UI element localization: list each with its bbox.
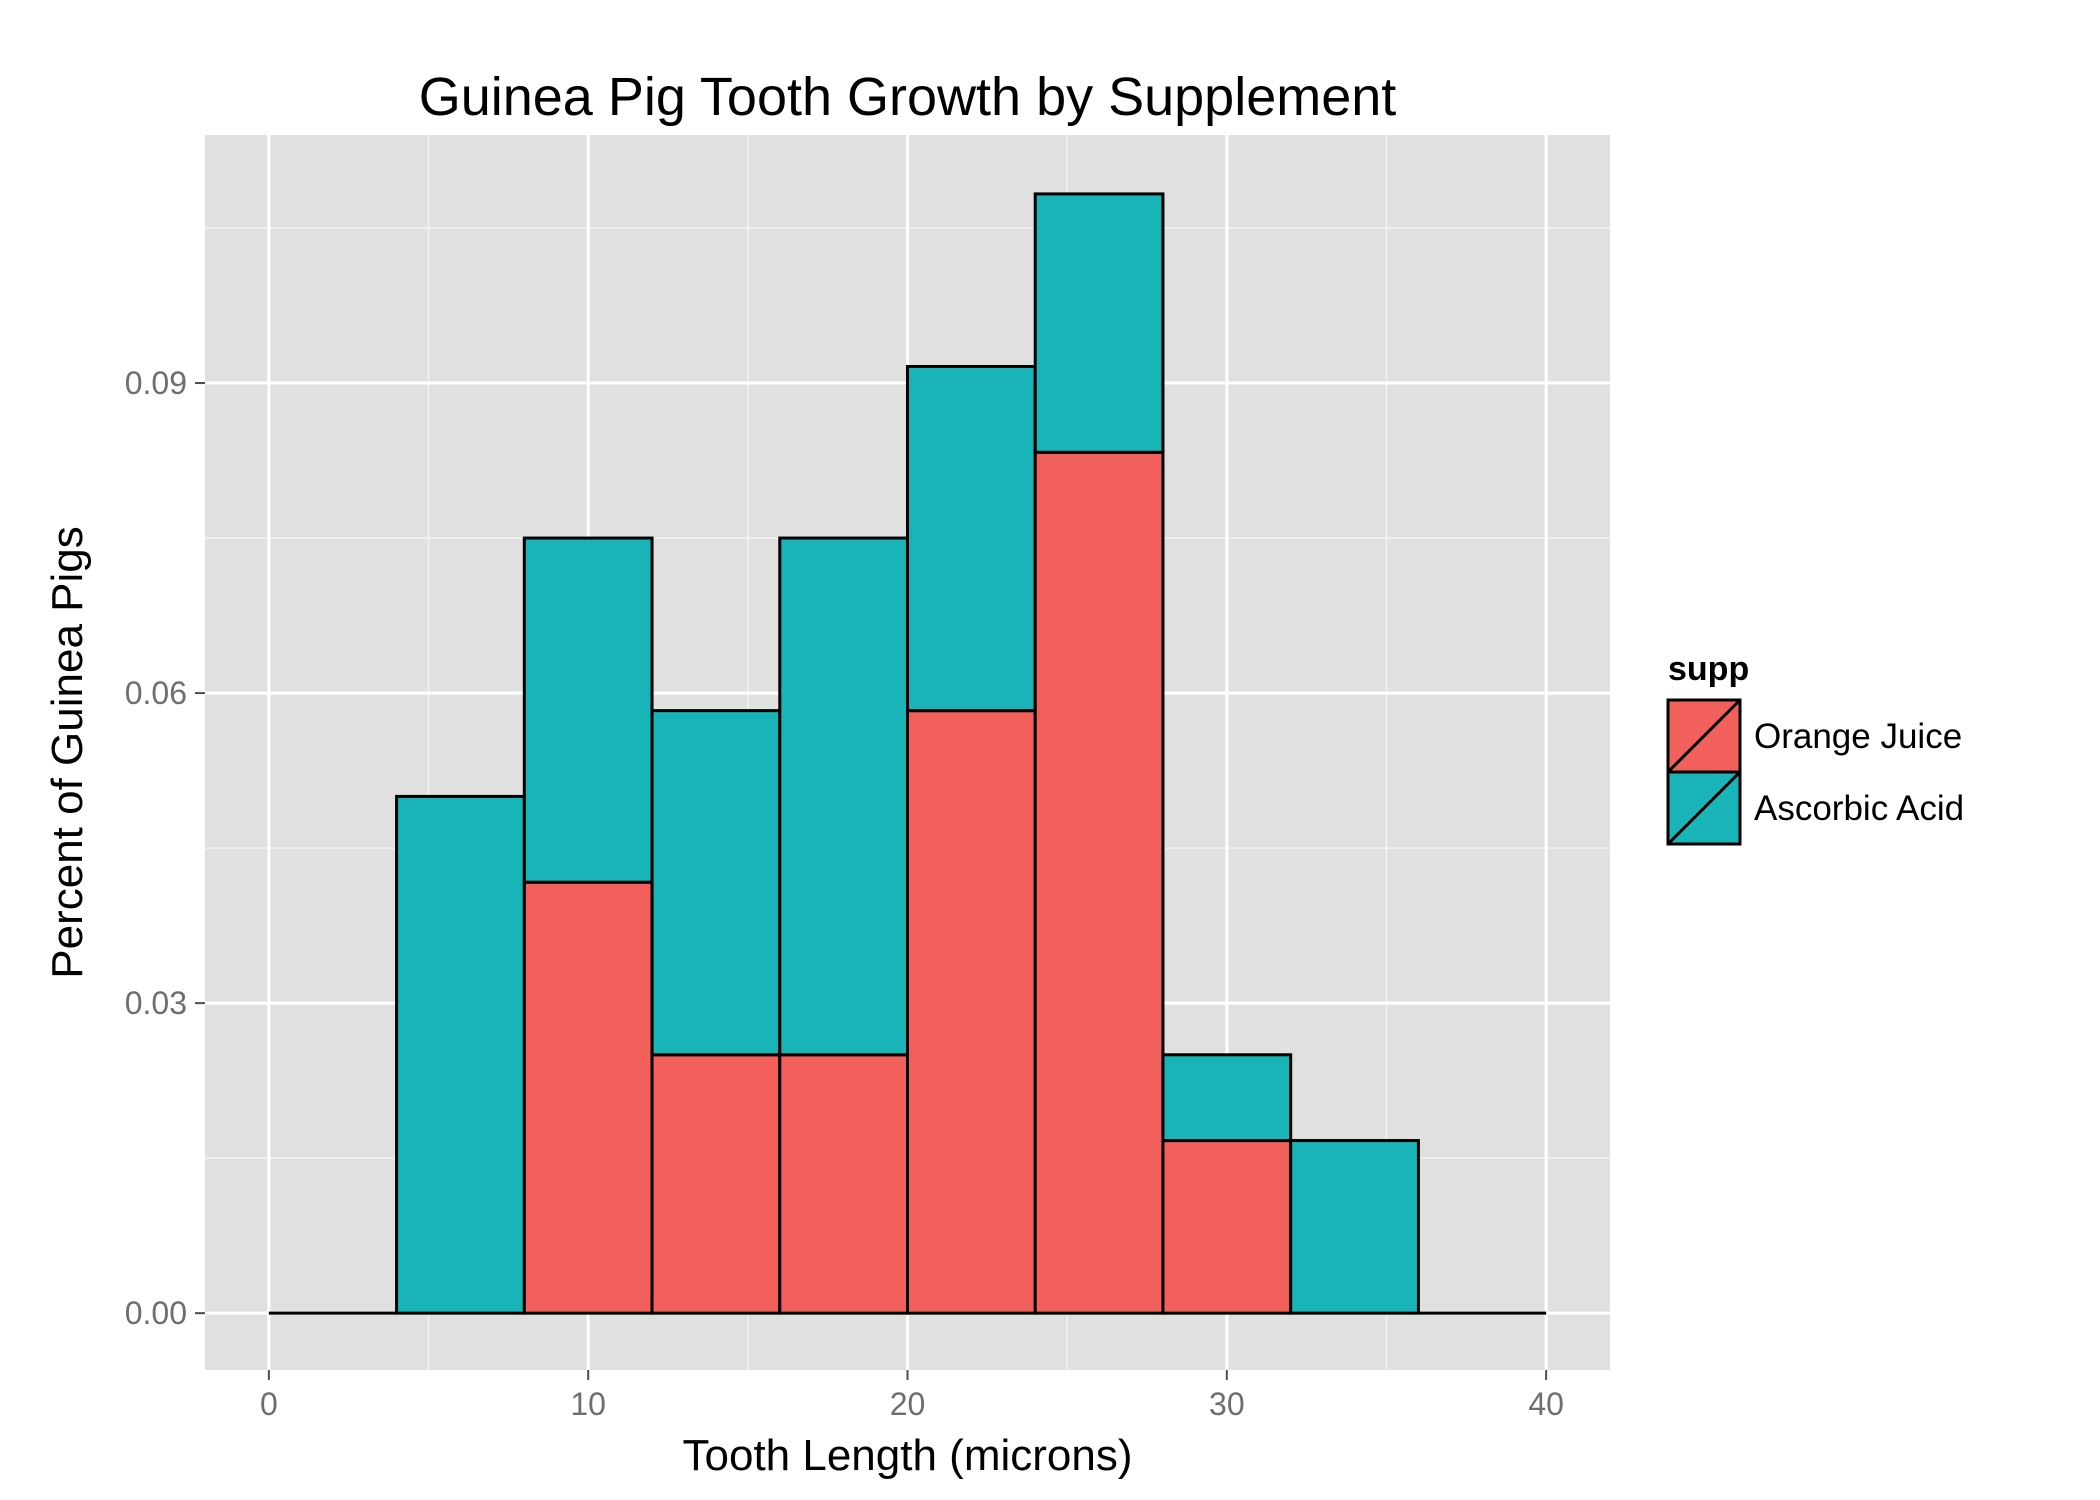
x-tick-label: 10 <box>570 1386 606 1422</box>
y-tick-label: 0.06 <box>125 675 187 711</box>
bar-ascorbic-acid <box>1289 1139 1420 1315</box>
bar-ascorbic-acid <box>650 709 782 1057</box>
y-tick-label: 0.00 <box>125 1295 187 1331</box>
legend-label-orange-juice: Orange Juice <box>1754 717 1962 756</box>
bar-ascorbic-acid <box>522 536 654 884</box>
bar-orange-juice <box>1033 450 1165 1315</box>
y-axis: 0.00 0.03 0.06 0.09 <box>125 365 205 1331</box>
y-axis-title: Percent of Guinea Pigs <box>43 526 92 978</box>
bar-orange-juice <box>906 709 1037 1315</box>
bar-orange-juice <box>1161 1139 1293 1315</box>
legend-title: supp <box>1668 650 1749 688</box>
bar-ascorbic-acid <box>395 794 526 1315</box>
bars <box>268 192 1547 1315</box>
x-axis-title: Tooth Length (microns) <box>683 1431 1133 1480</box>
bar-ascorbic-acid <box>906 364 1037 713</box>
legend-key-slash <box>1666 698 1742 774</box>
y-tick-label: 0.09 <box>125 365 187 401</box>
chart-title: Guinea Pig Tooth Growth by Supplement <box>419 67 1397 127</box>
x-axis: 0 10 20 30 40 <box>260 1370 1564 1422</box>
bar-orange-juice <box>778 1053 909 1315</box>
bar-ascorbic-acid <box>778 536 909 1057</box>
x-tick-label: 30 <box>1209 1386 1245 1422</box>
legend: supp Orange Juice Ascorbic Acid <box>1666 650 1964 846</box>
y-tick-label: 0.03 <box>125 985 187 1021</box>
x-tick-label: 0 <box>260 1386 278 1422</box>
legend-label-ascorbic-acid: Ascorbic Acid <box>1754 789 1964 828</box>
x-tick-label: 40 <box>1528 1386 1564 1422</box>
legend-key-slash <box>1666 770 1742 846</box>
x-tick-label: 20 <box>890 1386 926 1422</box>
bar-ascorbic-acid <box>1161 1053 1293 1143</box>
bar-ascorbic-acid <box>1033 192 1165 454</box>
bar-orange-juice <box>650 1053 782 1315</box>
bar-orange-juice <box>522 880 654 1315</box>
